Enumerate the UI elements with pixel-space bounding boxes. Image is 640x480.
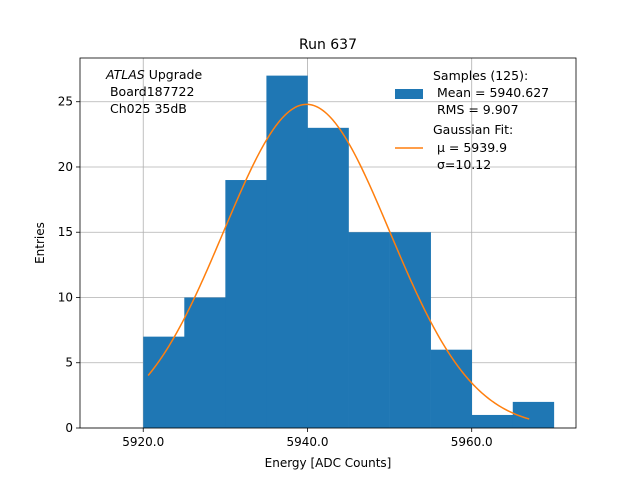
y-axis-label: Entries (33, 222, 47, 264)
bars (143, 75, 555, 428)
atlas-annotation-line-2: Board187722 (106, 84, 194, 99)
legend-samples-line-3: RMS = 9.907 (433, 102, 519, 117)
histogram-bar-8 (471, 414, 514, 428)
legend-samples-line-2: Mean = 5940.627 (433, 85, 549, 100)
atlas-label: ATLAS (105, 67, 145, 82)
x-axis-ticks: 5920.0 5940.0 5960.0 (122, 428, 493, 449)
legend-fit-line-1: Gaussian Fit: (433, 122, 513, 137)
x-tick-label-2: 5960.0 (451, 435, 493, 449)
plot-frame (79, 57, 577, 429)
atlas-annotation-line-1: ATLAS Upgrade (105, 67, 202, 82)
y-tick-label-2: 10 (58, 290, 73, 304)
chart-title: Run 637 (299, 37, 357, 53)
histogram-bar-7 (430, 349, 473, 428)
y-tick-label-0: 0 (65, 421, 73, 435)
y-tick-label-1: 5 (65, 356, 73, 370)
y-tick-label-3: 15 (58, 225, 73, 239)
histogram-bar-1 (184, 297, 226, 428)
x-tick-label-1: 5940.0 (286, 435, 328, 449)
y-tick-label-5: 25 (58, 95, 73, 109)
histogram-bar-9 (512, 401, 555, 428)
legend-fit-line-2: μ = 5939.9 (433, 140, 507, 155)
x-axis-label: Energy [ADC Counts] (265, 456, 392, 470)
gaussian-fit-curve (147, 103, 530, 420)
histogram-bar-2 (225, 180, 267, 428)
legend-samples-patch (395, 89, 423, 99)
y-axis-ticks: 0 5 10 15 20 25 (58, 95, 80, 435)
x-tick-label-0: 5920.0 (122, 435, 164, 449)
histogram-bar-0 (143, 336, 185, 428)
y-tick-label-4: 20 (58, 160, 73, 174)
histogram-bar-4 (307, 127, 349, 428)
histogram-bar-6 (389, 232, 431, 428)
legend-samples-line-1: Samples (125): (433, 68, 528, 83)
legend: Samples (125): Mean = 5940.627 RMS = 9.9… (395, 68, 549, 172)
atlas-annotation-line-3: Ch025 35dB (106, 101, 187, 116)
histogram-bar-3 (266, 75, 308, 428)
atlas-annotation-upgrade: Upgrade (149, 67, 203, 82)
legend-fit-line-3: σ=10.12 (433, 157, 491, 172)
histogram-bar-5 (348, 232, 390, 428)
